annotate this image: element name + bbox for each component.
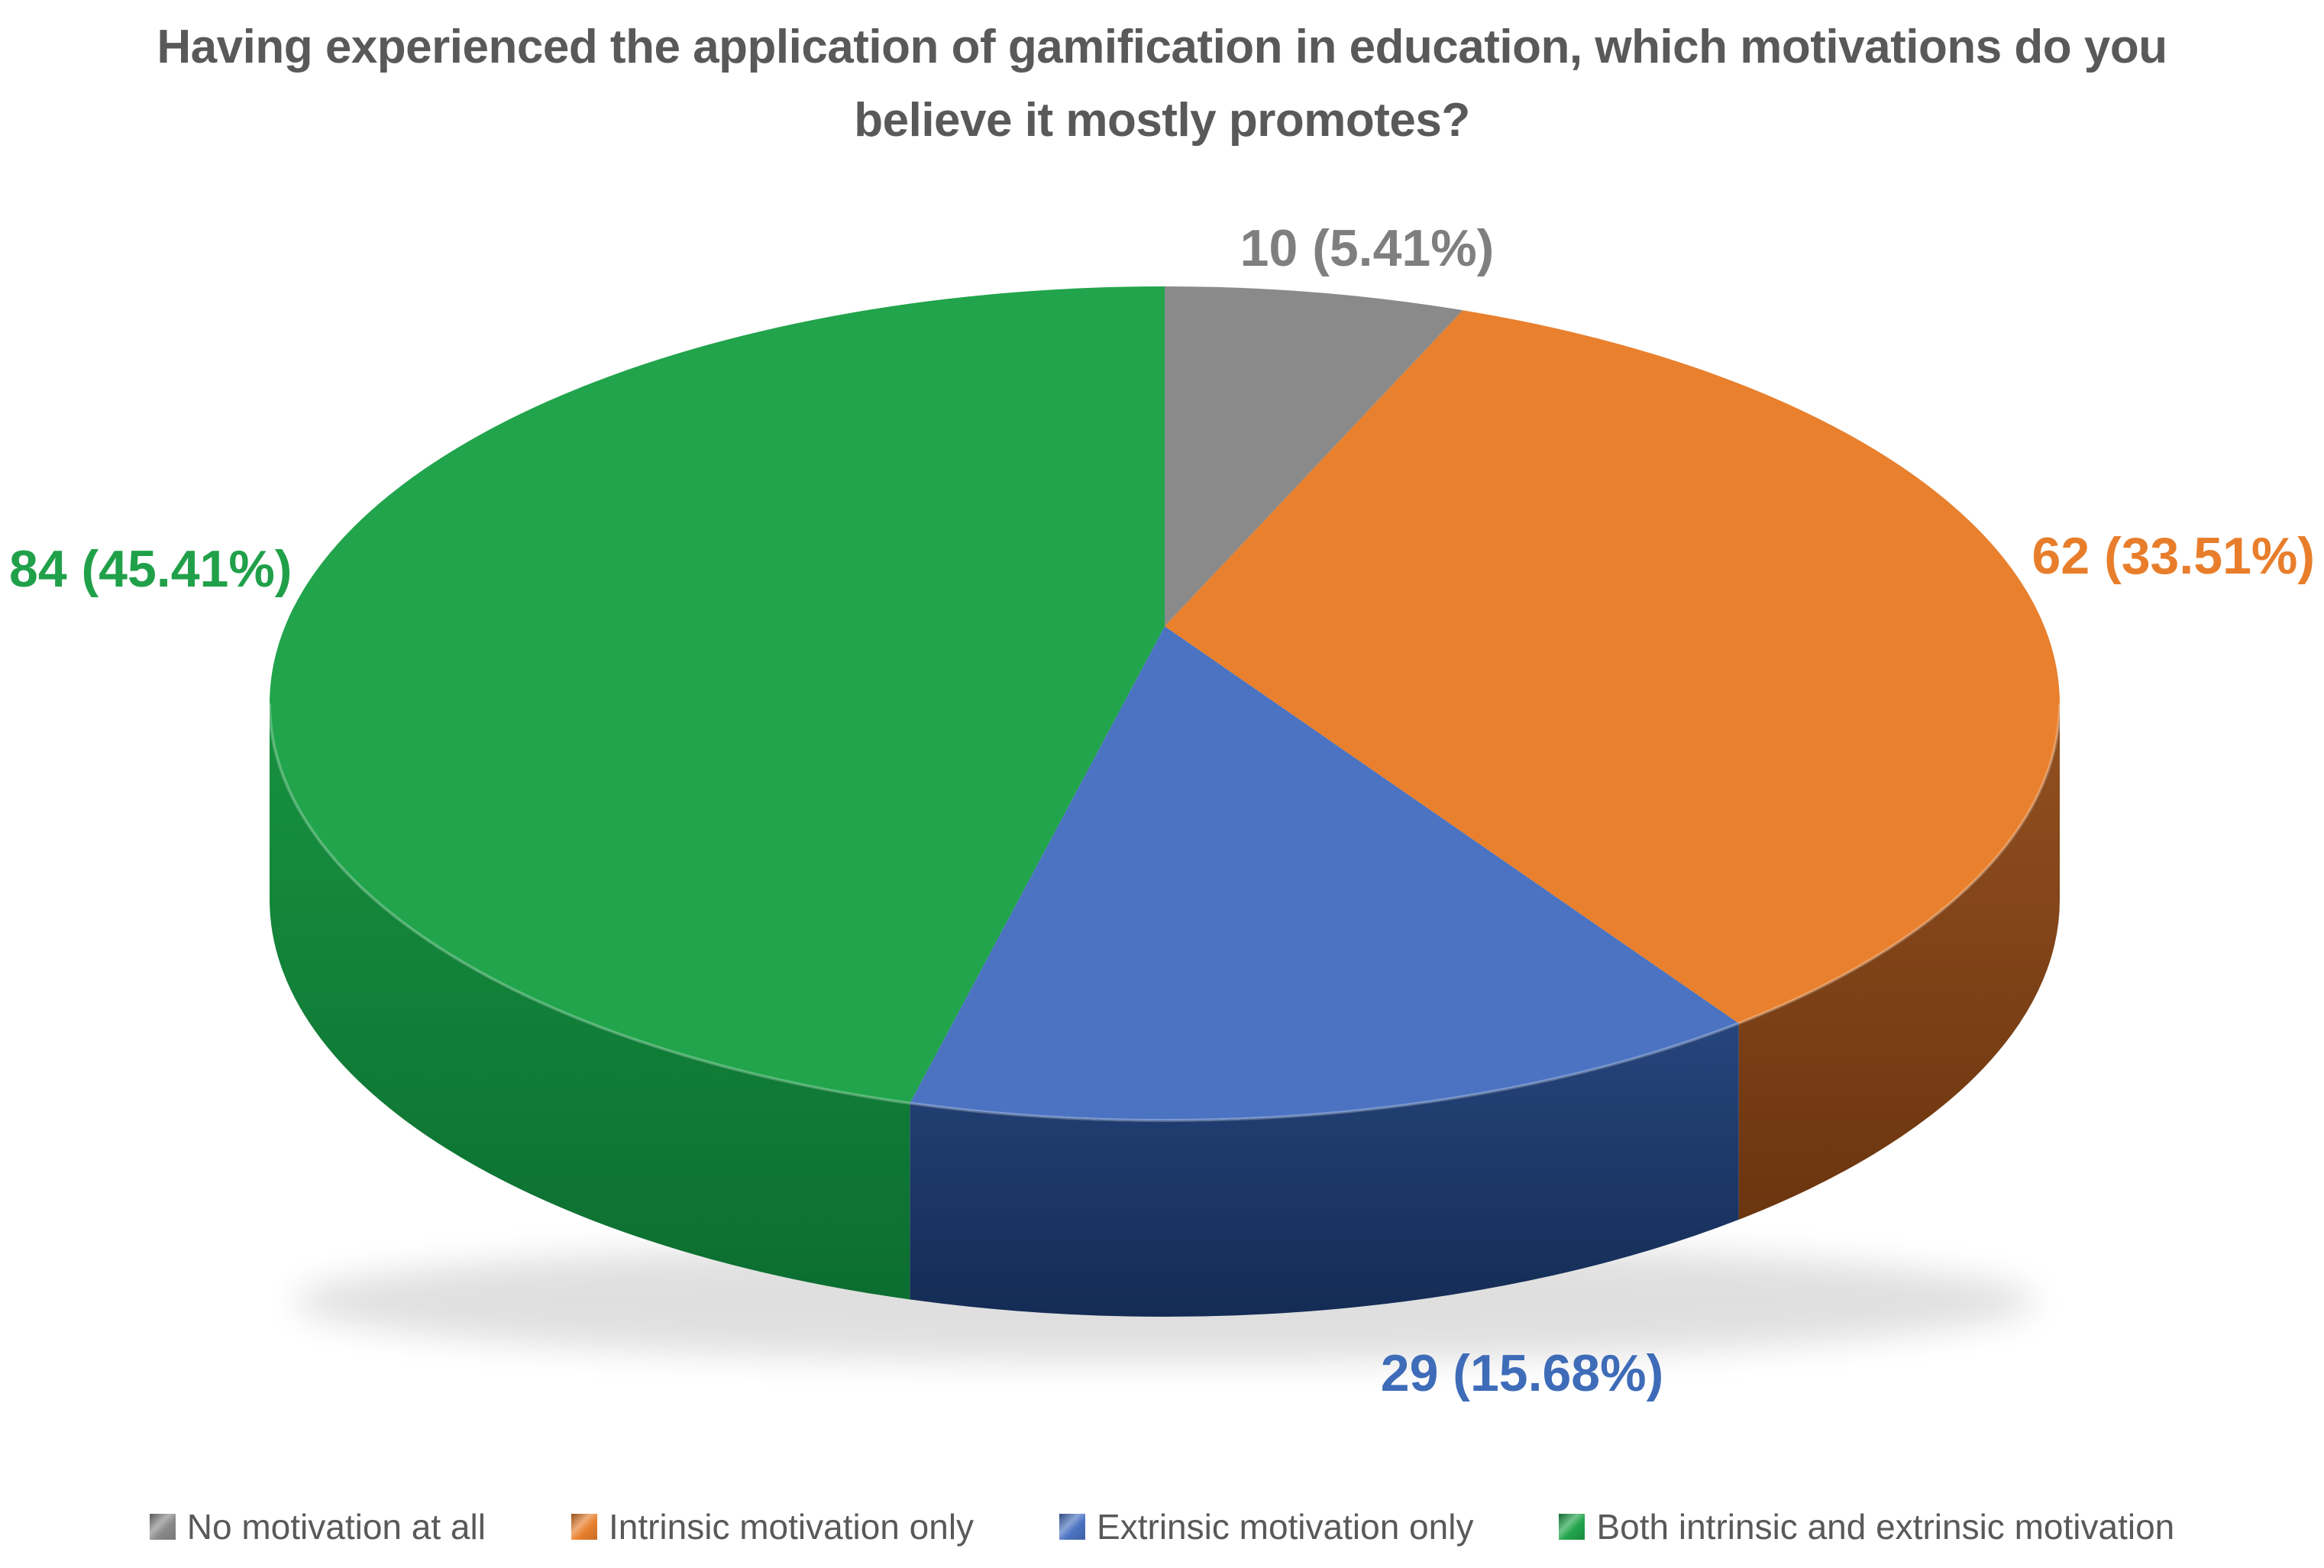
pie-slice-side-2 — [910, 1023, 1739, 1317]
pie-slice-top-1 — [1165, 310, 2060, 1023]
legend-label-intrinsic-motivation: Intrinsic motivation only — [608, 1507, 975, 1547]
legend-item-no-motivation-at-all: No motivation at all — [149, 1506, 486, 1547]
pie-slice-side-3 — [269, 703, 910, 1300]
pie-rim-highlight — [910, 1022, 1740, 1123]
legend: No motivation at all Intrinsic motivatio… — [0, 1506, 2324, 1547]
chart-title-line1: Having experienced the application of ga… — [157, 21, 2167, 73]
legend-label-extrinsic-motivation: Extrinsic motivation only — [1097, 1507, 1474, 1547]
legend-marker-extrinsic-motivation — [1059, 1514, 1086, 1540]
pie-rim-highlight — [1737, 703, 2061, 1025]
pie-slice-top-0 — [1165, 286, 1463, 626]
legend-marker-no-motivation — [149, 1514, 176, 1540]
data-label-intrinsic-motivation-only: 62 (33.51%) — [2031, 527, 2315, 585]
chart-title: Having experienced the application of ga… — [0, 11, 2324, 157]
pie-rim-highlight — [268, 703, 910, 1105]
legend-label-no-motivation: No motivation at all — [186, 1507, 486, 1547]
legend-item-intrinsic-motivation-only: Intrinsic motivation only — [570, 1506, 975, 1547]
data-label-no-motivation-at-all: 10 (5.41%) — [1240, 219, 1495, 277]
legend-marker-both-motivations — [1559, 1514, 1585, 1540]
pie-slice-top-3 — [269, 286, 1165, 1104]
legend-label-both-motivations: Both intrinsic and extrinsic motivation — [1596, 1507, 2175, 1547]
chart-title-line2: believe it mostly promotes? — [854, 94, 1470, 147]
legend-item-extrinsic-motivation-only: Extrinsic motivation only — [1059, 1506, 1473, 1547]
legend-marker-intrinsic-motivation — [570, 1514, 597, 1540]
legend-item-both-intrinsic-and-extrinsic: Both intrinsic and extrinsic motivation — [1559, 1506, 2174, 1547]
pie-slice-side-1 — [1738, 703, 2060, 1220]
data-label-extrinsic-motivation-only: 29 (15.68%) — [1380, 1344, 1664, 1402]
pie-slice-top-2 — [910, 626, 1739, 1120]
data-label-both-intrinsic-and-extrinsic: 84 (45.41%) — [9, 540, 293, 598]
